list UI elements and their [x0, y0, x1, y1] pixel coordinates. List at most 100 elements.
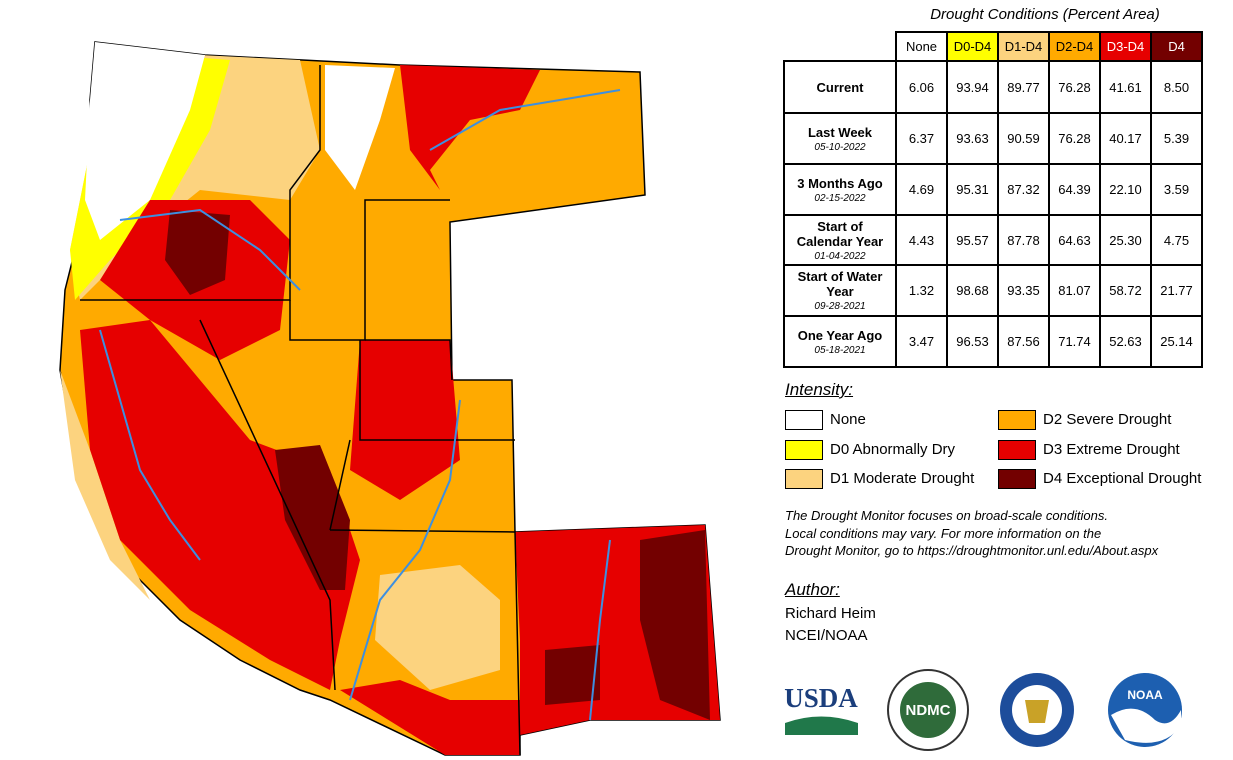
- table-cell: 6.37: [895, 112, 948, 165]
- table-cell: 1.32: [895, 264, 948, 317]
- row-name: Last Week: [807, 124, 873, 140]
- legend-swatch: [785, 410, 823, 430]
- table-cell: 93.63: [946, 112, 999, 165]
- table-title: Drought Conditions (Percent Area): [930, 6, 1160, 23]
- map-region: [375, 565, 500, 690]
- table-cell: 8.50: [1150, 60, 1203, 114]
- row-date: 02-15-2022: [814, 192, 866, 204]
- drought-map: [59, 41, 721, 756]
- row-label: 3 Months Ago 02-15-2022: [783, 163, 897, 216]
- header-row: None D0-D4 D1-D4 D2-D4 D3-D4 D4: [784, 31, 1203, 62]
- map-region: [85, 42, 205, 240]
- state-borders: [80, 65, 521, 756]
- legend-label: D0 Abnormally Dry: [830, 440, 956, 458]
- column-header: D1-D4: [997, 31, 1050, 62]
- table-cell: 4.43: [895, 214, 948, 266]
- row-name: Start of Water Year: [797, 269, 883, 299]
- ndmc-logo: NDMC: [906, 702, 951, 719]
- table-cell: 95.31: [946, 163, 999, 216]
- column-header: D2-D4: [1048, 31, 1101, 62]
- table-cell: 40.17: [1099, 112, 1152, 165]
- table-cell: 4.69: [895, 163, 948, 216]
- table-cell: 64.63: [1048, 214, 1101, 266]
- table-cell: 4.75: [1150, 214, 1203, 266]
- state-border: [365, 339, 453, 381]
- usda-swoosh: [785, 716, 858, 735]
- table-cell: 96.53: [946, 315, 999, 368]
- legend-title: Intensity:: [785, 380, 854, 399]
- logos: USDA NDMC NOAA: [784, 669, 1182, 751]
- table-cell: 76.28: [1048, 112, 1101, 165]
- column-header: D3-D4: [1099, 31, 1152, 62]
- river: [589, 539, 611, 721]
- table-cell: 81.07: [1048, 264, 1101, 317]
- state-border: [199, 319, 336, 691]
- state-border: [329, 529, 521, 756]
- table-cell: 21.77: [1150, 264, 1203, 317]
- map-region: [80, 320, 360, 690]
- note: The Drought Monitor focuses on broad-sca…: [785, 507, 1158, 560]
- legend-label: None: [830, 411, 866, 428]
- table-cell: 76.28: [1048, 60, 1101, 114]
- table-cell: 93.94: [946, 60, 999, 114]
- map-region: [340, 680, 520, 755]
- table-cell: 6.06: [895, 60, 948, 114]
- legend-label: D1 Moderate Drought: [830, 470, 975, 487]
- author-title: Author:: [785, 580, 840, 599]
- table-cell: 95.57: [946, 214, 999, 266]
- legend-swatch: [785, 469, 823, 489]
- table-cell: 52.63: [1099, 315, 1152, 368]
- map-region: [275, 445, 350, 590]
- table-row: Current 6.06 93.94 89.77 76.28 41.61 8.50: [783, 60, 1203, 114]
- legend-label: D3 Extreme Drought: [1043, 440, 1180, 458]
- river: [119, 208, 301, 291]
- usda-logo: USDA: [784, 683, 858, 713]
- row-name: One Year Ago: [797, 327, 883, 343]
- row-label: Current: [783, 60, 897, 114]
- ndmc-center: [900, 682, 956, 738]
- row-date: 05-10-2022: [814, 141, 866, 153]
- note-line: Local conditions may vary. For more info…: [785, 525, 1102, 541]
- column-header: D4: [1150, 31, 1203, 62]
- row-date: 09-28-2021: [814, 301, 866, 312]
- column-header: None: [895, 31, 948, 62]
- row-label: Start of Water Year 09-28-2021: [783, 264, 897, 317]
- legend-swatch: [998, 410, 1036, 430]
- table-row: Start of Water Year 09-28-2021 1.32 98.68 93…: [783, 264, 1203, 317]
- river: [99, 329, 201, 561]
- table-row: Start of Calendar Year 01-04-2022 4.43 95.5…: [783, 214, 1203, 266]
- column-header: D0-D4: [946, 31, 999, 62]
- row-label: Last Week 05-10-2022: [783, 112, 897, 165]
- state-border: [80, 65, 321, 301]
- note-line: The Drought Monitor focuses on broad-sca…: [785, 508, 1109, 523]
- table-cell: 25.14: [1150, 315, 1203, 368]
- conditions-table: None D0-D4 D1-D4 D2-D4 D3-D4 D4 Current 6.06 93.…: [783, 31, 1203, 368]
- legend-label: D4 Exceptional Drought: [1043, 470, 1202, 487]
- table-cell: 87.56: [997, 315, 1050, 368]
- table-cell: 41.61: [1099, 60, 1152, 114]
- row-label: One Year Ago 05-18-2021: [783, 315, 897, 368]
- table-cell: 87.78: [997, 214, 1050, 266]
- legend-swatch: [998, 469, 1036, 489]
- row-label: Start of Calendar Year 01-04-2022: [783, 214, 897, 266]
- map-region: [60, 370, 150, 600]
- note-line: Drought Monitor, go to https://droughtmo…: [785, 543, 1159, 558]
- map-region: [165, 210, 230, 295]
- commerce-shield: [1025, 700, 1049, 723]
- map-region: [350, 340, 460, 500]
- table-cell: 90.59: [997, 112, 1050, 165]
- map-region: [640, 530, 710, 720]
- legend-swatch: [998, 439, 1036, 460]
- state-border: [329, 439, 351, 531]
- author-org: NCEI/NOAA: [785, 627, 868, 644]
- map-region: [545, 645, 600, 705]
- legend-label: D2 Severe Drought: [1043, 411, 1172, 428]
- table-cell: 93.35: [997, 264, 1050, 317]
- table-cell: 64.39: [1048, 163, 1101, 216]
- noaa-logo: NOAA: [1127, 688, 1163, 702]
- header-corner: [784, 32, 896, 61]
- row-name: Current: [816, 79, 864, 95]
- river: [429, 89, 621, 151]
